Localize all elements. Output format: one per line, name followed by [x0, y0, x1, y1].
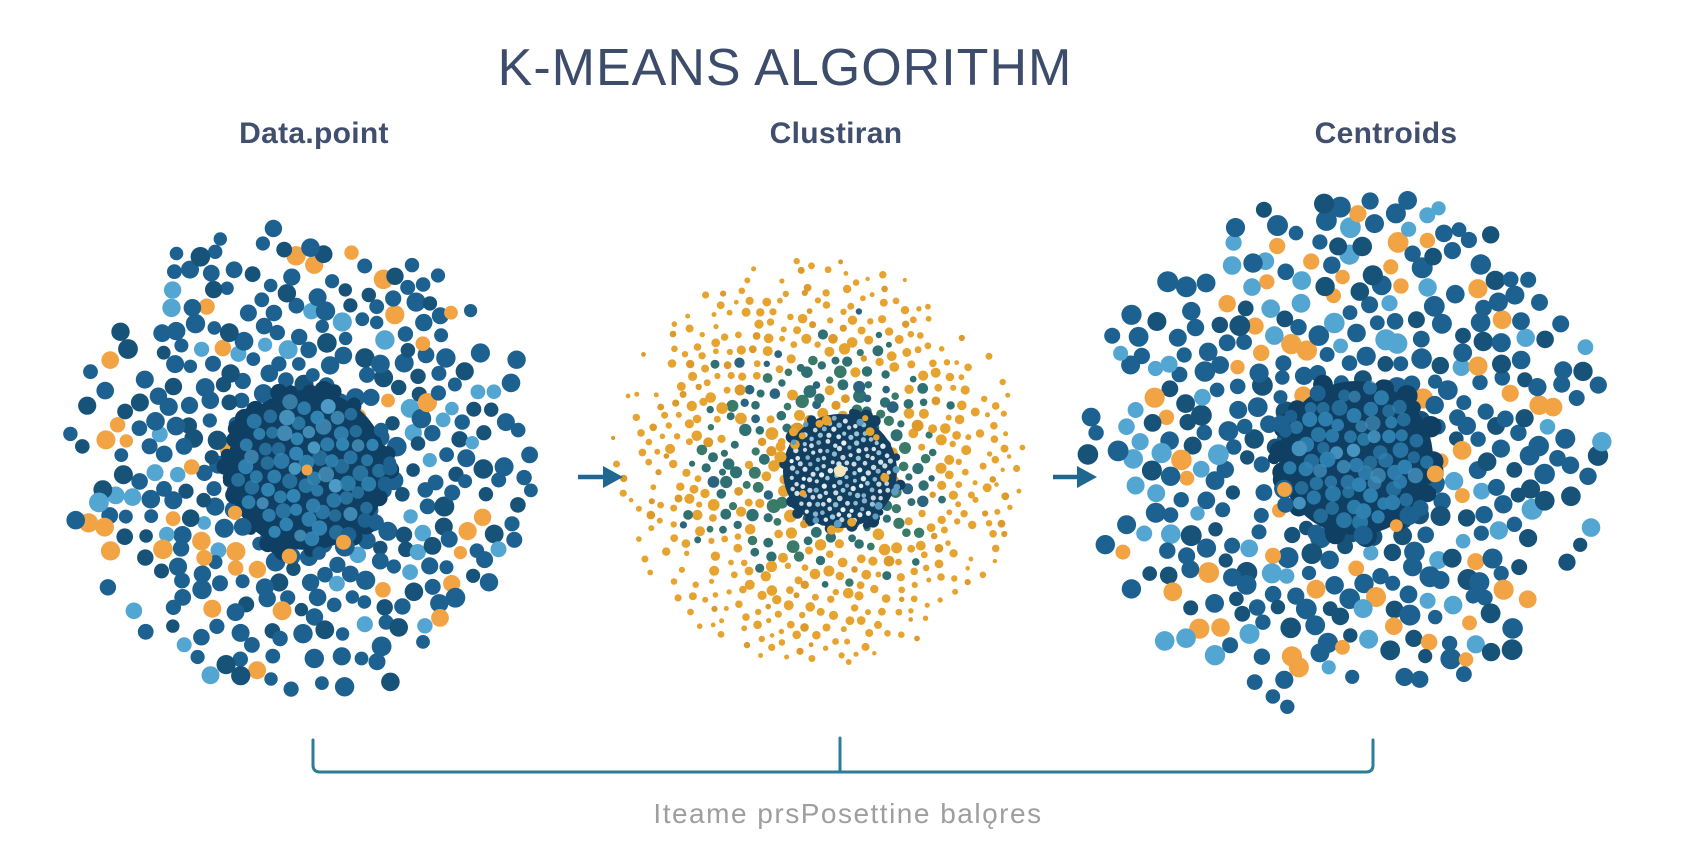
cluster-centroids [1077, 191, 1612, 714]
label-data-points: Data.point [239, 117, 389, 150]
flow-arrows [578, 466, 1097, 488]
page-title: K-MEANS ALGORITHM [497, 39, 1073, 97]
label-clustering: Clustiran [769, 117, 903, 150]
cluster-data-points [63, 219, 538, 697]
label-centroids: Centroids [1314, 117, 1458, 150]
bottom-bracket [311, 736, 1375, 774]
cluster-clustering [611, 257, 1026, 665]
caption-text: Iteame prsPosettine balǫres [653, 798, 1043, 829]
